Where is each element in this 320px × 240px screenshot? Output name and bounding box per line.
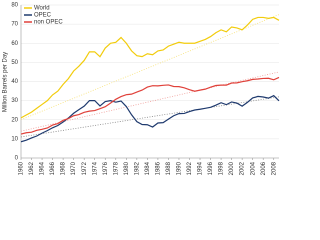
x-tick-label: 1978	[113, 161, 119, 175]
trend-line	[20, 71, 280, 132]
y-tick-label: 70	[11, 22, 18, 28]
x-tick-label: 2006	[261, 161, 267, 175]
x-tick-label: 1976	[103, 161, 109, 175]
y-tick-label: 80	[11, 3, 18, 9]
chart: Million Barrels per Day 0 10 20 30 40 50 60 70 8…	[3, 3, 280, 175]
x-tick-label: 1966	[50, 161, 56, 175]
legend-label: World	[34, 6, 50, 12]
y-axis-label: Million Barrels per Day	[3, 52, 9, 112]
x-tick-label: 2002	[240, 161, 246, 175]
x-tick-label: 1982	[134, 161, 140, 175]
x-tick-label: 1974	[92, 161, 98, 175]
x-tick-label: 1992	[187, 161, 193, 175]
x-tick-label: 2004	[250, 161, 256, 175]
trend-line	[20, 96, 280, 138]
x-tick-label: 1960	[19, 161, 25, 175]
x-tick-label: 2000	[229, 161, 235, 175]
x-tick-label: 1984	[145, 161, 151, 175]
x-tick-label: 1994	[198, 161, 204, 175]
x-tick-label: 1996	[208, 161, 214, 175]
y-tick-label: 0	[15, 156, 19, 162]
legend-label: OPEC	[34, 13, 52, 19]
trend-line	[20, 14, 280, 121]
x-tick-label: 1998	[219, 161, 225, 175]
x-tick-label: 1986	[155, 161, 161, 175]
x-tick-label: 1964	[40, 161, 46, 175]
legend-label: non OPEC	[34, 20, 63, 26]
x-tick-label: 1972	[82, 161, 88, 175]
series-line	[20, 16, 280, 119]
x-tick-label: 1988	[166, 161, 172, 175]
x-tick-label: 1970	[71, 161, 77, 175]
y-tick-label: 50	[11, 60, 18, 66]
y-tick-label: 10	[11, 136, 18, 142]
y-tick-label: 40	[11, 79, 18, 85]
series-line	[20, 94, 280, 143]
y-tick-label: 60	[11, 41, 18, 47]
x-tick-label: 2008	[271, 161, 277, 175]
x-tick-label: 1990	[177, 161, 183, 175]
x-tick-label: 1962	[29, 161, 35, 175]
y-tick-label: 20	[11, 117, 18, 123]
x-tick-label: 1980	[124, 161, 130, 175]
series-line	[20, 76, 280, 135]
y-tick-label: 30	[11, 98, 18, 104]
x-tick-label: 1968	[61, 161, 67, 175]
